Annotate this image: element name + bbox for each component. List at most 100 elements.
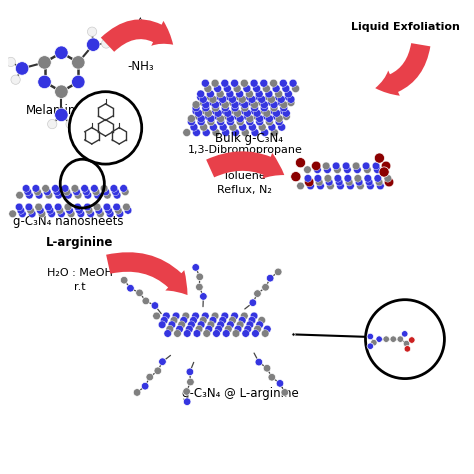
Circle shape [204, 85, 212, 92]
Circle shape [295, 158, 306, 168]
Circle shape [232, 128, 239, 137]
Circle shape [45, 191, 53, 199]
Circle shape [72, 75, 85, 89]
Circle shape [403, 340, 410, 347]
Circle shape [63, 188, 71, 196]
Circle shape [267, 95, 275, 103]
Circle shape [260, 107, 268, 115]
Circle shape [263, 112, 271, 120]
Circle shape [327, 182, 334, 190]
Circle shape [240, 312, 248, 320]
Circle shape [197, 93, 205, 101]
Circle shape [383, 336, 390, 342]
Circle shape [376, 336, 383, 342]
Circle shape [324, 174, 332, 182]
Circle shape [136, 289, 143, 297]
Circle shape [255, 93, 263, 101]
Circle shape [94, 191, 101, 199]
Circle shape [187, 115, 195, 123]
Circle shape [337, 182, 344, 190]
Circle shape [95, 207, 102, 214]
Circle shape [314, 166, 321, 173]
Circle shape [241, 101, 249, 109]
Circle shape [211, 101, 219, 109]
Circle shape [200, 292, 207, 300]
Circle shape [187, 118, 195, 126]
Circle shape [67, 210, 75, 218]
Circle shape [260, 101, 268, 109]
Circle shape [38, 56, 51, 69]
Circle shape [211, 312, 219, 320]
Circle shape [304, 174, 312, 182]
Circle shape [120, 276, 128, 284]
Circle shape [22, 184, 30, 192]
Circle shape [91, 184, 98, 192]
Circle shape [77, 210, 85, 218]
Circle shape [234, 325, 242, 333]
Circle shape [371, 339, 377, 346]
Circle shape [344, 174, 352, 182]
Circle shape [6, 57, 16, 66]
Circle shape [192, 107, 200, 115]
Circle shape [192, 101, 200, 109]
Circle shape [241, 107, 249, 115]
Circle shape [246, 90, 254, 98]
Circle shape [158, 321, 166, 328]
Circle shape [160, 317, 168, 324]
Circle shape [372, 162, 380, 170]
Circle shape [45, 203, 52, 211]
Circle shape [46, 207, 54, 214]
Circle shape [52, 184, 59, 192]
Circle shape [207, 321, 215, 328]
Circle shape [354, 174, 362, 182]
Circle shape [292, 333, 295, 336]
Circle shape [187, 378, 194, 386]
Circle shape [216, 90, 224, 98]
Circle shape [197, 321, 205, 328]
Circle shape [277, 95, 285, 103]
Circle shape [289, 79, 297, 87]
Circle shape [346, 182, 354, 190]
Circle shape [250, 79, 258, 87]
Circle shape [32, 184, 40, 192]
Circle shape [192, 128, 201, 137]
Circle shape [25, 203, 33, 211]
Circle shape [97, 210, 104, 218]
Circle shape [211, 79, 219, 87]
Circle shape [200, 317, 207, 324]
Circle shape [55, 46, 68, 59]
Circle shape [213, 330, 220, 337]
Circle shape [346, 178, 353, 186]
Circle shape [266, 274, 274, 282]
Circle shape [238, 317, 246, 324]
Circle shape [379, 167, 389, 177]
Circle shape [315, 178, 323, 186]
Circle shape [404, 346, 410, 352]
Circle shape [228, 317, 237, 324]
Circle shape [253, 112, 261, 120]
Circle shape [18, 210, 26, 218]
Circle shape [106, 210, 114, 218]
Circle shape [82, 188, 90, 196]
Circle shape [201, 79, 209, 87]
Text: △: △ [135, 15, 146, 29]
Text: Toluene: Toluene [223, 171, 266, 181]
Circle shape [185, 325, 193, 333]
Circle shape [248, 317, 256, 324]
Circle shape [103, 203, 111, 211]
Circle shape [246, 93, 254, 101]
Circle shape [219, 99, 227, 107]
Circle shape [237, 321, 244, 328]
Circle shape [344, 166, 351, 173]
Circle shape [236, 90, 244, 98]
Circle shape [211, 104, 219, 112]
Circle shape [253, 109, 261, 117]
Text: L-arginine: L-arginine [46, 236, 114, 249]
Circle shape [9, 210, 17, 218]
Circle shape [236, 118, 244, 126]
Circle shape [254, 325, 261, 333]
Circle shape [55, 203, 62, 211]
Circle shape [202, 128, 210, 137]
Circle shape [168, 321, 176, 328]
Circle shape [225, 325, 232, 333]
